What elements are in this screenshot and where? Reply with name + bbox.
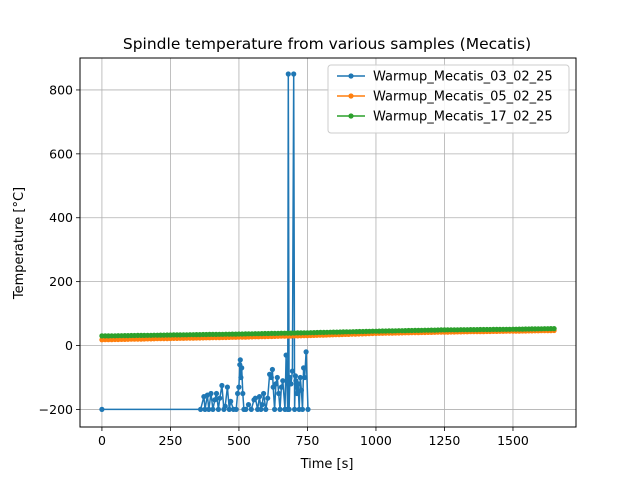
data-point xyxy=(256,394,263,400)
data-point xyxy=(219,382,225,389)
data-point xyxy=(259,402,265,408)
data-point xyxy=(210,406,216,412)
data-point xyxy=(283,352,289,358)
x-tick-label: 1500 xyxy=(497,433,529,448)
data-point xyxy=(269,366,275,373)
y-tick-label: 200 xyxy=(49,274,73,289)
data-point xyxy=(287,374,293,381)
data-point xyxy=(305,406,311,412)
x-tick-label: 500 xyxy=(227,433,251,448)
data-point xyxy=(507,326,513,332)
data-point xyxy=(273,381,279,387)
data-point xyxy=(239,365,245,371)
data-point xyxy=(288,381,294,387)
data-point xyxy=(228,398,234,404)
data-point xyxy=(292,406,298,412)
x-axis: 0 250 500 750 1000 1250 1500 xyxy=(98,427,529,448)
data-point xyxy=(212,397,218,403)
data-point xyxy=(272,406,278,412)
data-point xyxy=(297,374,303,381)
data-point xyxy=(277,406,283,412)
y-axis: −200 0 200 400 600 800 xyxy=(39,82,80,417)
data-point xyxy=(224,384,230,390)
data-point xyxy=(295,381,301,387)
y-tick-label: 800 xyxy=(49,82,73,97)
x-tick-label: 1000 xyxy=(360,433,392,448)
data-point xyxy=(202,406,208,412)
data-point xyxy=(276,390,282,397)
y-tick-label: 0 xyxy=(65,338,73,353)
data-point xyxy=(289,368,295,374)
data-point xyxy=(213,390,220,397)
chart-title: Spindle temperature from various samples… xyxy=(123,35,531,53)
data-point xyxy=(268,374,274,381)
data-point xyxy=(302,374,308,381)
data-point xyxy=(301,330,307,336)
data-point xyxy=(278,384,284,390)
data-point xyxy=(292,373,298,379)
y-tick-label: −200 xyxy=(39,402,73,417)
data-point xyxy=(261,390,267,397)
data-point xyxy=(303,349,309,355)
data-point xyxy=(294,390,300,397)
data-point xyxy=(233,331,239,337)
y-tick-label: 600 xyxy=(49,146,73,161)
data-point xyxy=(291,71,297,77)
data-point xyxy=(208,390,214,397)
data-point xyxy=(252,395,258,401)
data-point xyxy=(235,390,241,397)
data-point xyxy=(285,71,291,77)
data-point xyxy=(245,402,252,408)
legend: Warmup_Mecatis_03_02_25 Warmup_Mecatis_05… xyxy=(327,64,570,134)
data-point xyxy=(222,403,228,409)
legend-label: Warmup_Mecatis_03_02_25 xyxy=(373,70,553,85)
legend-label: Warmup_Mecatis_17_02_25 xyxy=(373,110,553,125)
data-point xyxy=(263,406,269,412)
series-3 xyxy=(99,326,557,339)
legend-label: Warmup_Mecatis_05_02_25 xyxy=(373,90,553,105)
legend-marker xyxy=(348,113,354,119)
legend-marker xyxy=(348,73,354,79)
data-point xyxy=(265,395,271,401)
x-tick-label: 1250 xyxy=(429,433,461,448)
data-point xyxy=(233,406,239,412)
x-tick-label: 750 xyxy=(296,433,320,448)
data-point xyxy=(286,406,292,412)
y-tick-label: 400 xyxy=(49,210,73,225)
x-axis-label: Time [s] xyxy=(300,457,354,472)
legend-box xyxy=(327,64,570,134)
x-tick-label: 0 xyxy=(98,433,106,448)
data-point xyxy=(198,406,204,412)
data-point xyxy=(299,406,306,412)
x-tick-label: 250 xyxy=(159,433,183,448)
data-point xyxy=(237,357,243,363)
data-point xyxy=(280,378,286,384)
data-point xyxy=(248,406,254,412)
data-point xyxy=(164,336,170,342)
data-point xyxy=(215,406,221,412)
data-point xyxy=(258,406,264,412)
data-point xyxy=(548,326,554,332)
legend-marker xyxy=(348,93,354,99)
data-point xyxy=(236,384,242,390)
plot-series xyxy=(99,71,557,412)
y-axis-label: Temperature [°C] xyxy=(12,187,27,300)
data-point xyxy=(226,406,232,412)
series-1 xyxy=(99,71,311,412)
data-point xyxy=(238,374,244,381)
data-point xyxy=(99,406,105,412)
data-point xyxy=(274,374,280,381)
data-point xyxy=(438,327,444,333)
data-point xyxy=(240,390,246,397)
data-point xyxy=(301,365,307,371)
data-point xyxy=(243,406,249,412)
data-point xyxy=(164,332,170,338)
data-point xyxy=(217,395,223,401)
plot-frame xyxy=(79,57,577,428)
series-line xyxy=(101,73,309,411)
data-point xyxy=(370,328,376,334)
data-point xyxy=(206,406,212,412)
data-point xyxy=(298,387,304,393)
